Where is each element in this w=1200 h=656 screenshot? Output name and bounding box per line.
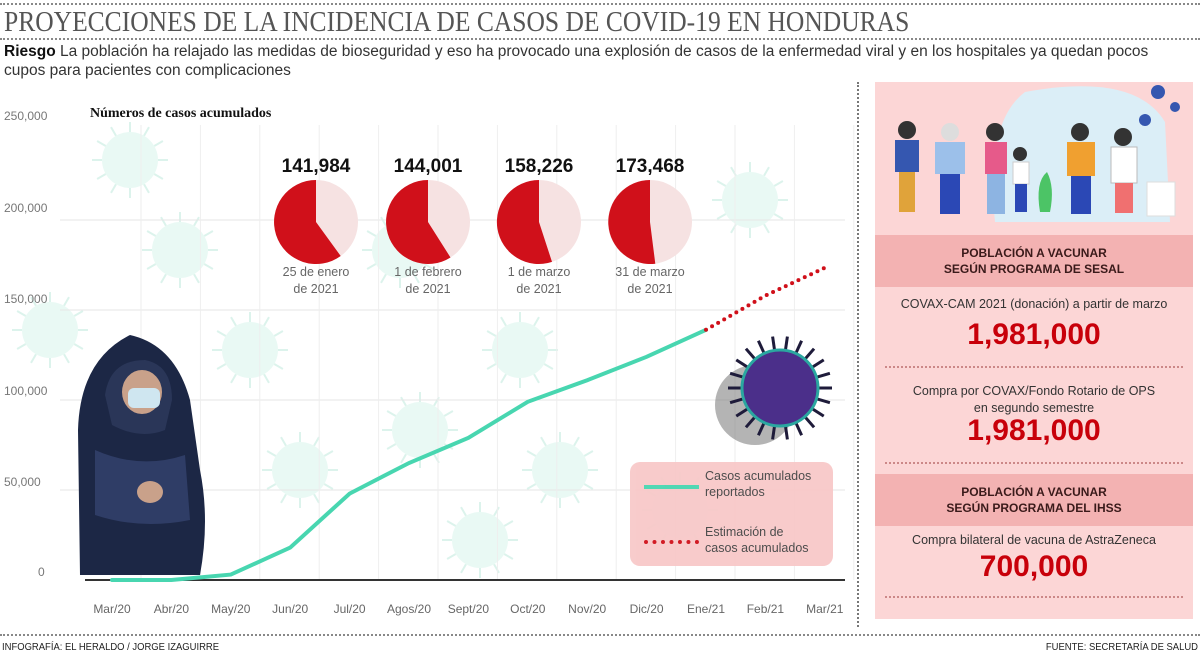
title-divider — [0, 38, 1200, 40]
covax-ops-label: Compra por COVAX/Fondo Rotario de OPS en… — [912, 384, 1156, 415]
background-virus-icon — [522, 432, 598, 508]
pie-filled-slice — [274, 180, 341, 264]
legend-swatch-reported — [644, 485, 699, 489]
background-virus-icon — [442, 502, 518, 578]
pie-marker — [608, 180, 692, 264]
covax-ops-value: 1,981,000 — [967, 414, 1101, 447]
subtitle-text: La población ha relajado las medidas de … — [4, 43, 1149, 79]
background-virus-icon — [142, 212, 218, 288]
subtitle-lead: Riesgo — [4, 43, 56, 60]
y-tick-label: 150,000 — [4, 292, 48, 306]
x-tick-label: Mar/20 — [93, 602, 131, 616]
legend-swatch-estimate — [644, 540, 699, 544]
pie-filled-slice — [386, 180, 451, 264]
pie-value-label: 141,984 — [281, 156, 351, 177]
pie-marker — [274, 180, 358, 264]
x-tick-label: Sept/20 — [447, 602, 490, 616]
background-virus-icon — [12, 292, 88, 368]
y-tick-label: 100,000 — [4, 384, 48, 398]
x-tick-label: Dic/20 — [629, 602, 664, 616]
y-tick-label: 250,000 — [4, 109, 48, 123]
vaccination-panel: POBLACIÓN A VACUNAR SEGÚN PROGRAMA DE SE… — [875, 82, 1193, 619]
series-reported-line — [110, 327, 708, 582]
covax-cam-value: 1,981,000 — [967, 318, 1101, 351]
masked-woman-illustration — [78, 335, 205, 575]
top-divider — [0, 3, 1200, 5]
ihss-program-header: POBLACIÓN A VACUNAR SEGÚN PROGRAMA DEL I… — [875, 474, 1193, 526]
x-tick-label: May/20 — [211, 602, 251, 616]
legend-label-estimate: Estimación de casos acumulados — [705, 525, 809, 555]
x-tick-label: Feb/21 — [746, 602, 785, 616]
y-tick-label: 200,000 — [4, 201, 48, 215]
astrazeneca-label: Compra bilateral de vacuna de AstraZenec… — [912, 533, 1156, 547]
pie-value-label: 158,226 — [504, 156, 574, 177]
virus-body — [740, 348, 820, 428]
panel-divider — [857, 82, 859, 627]
series-estimate-line — [704, 265, 827, 332]
sesal-program-header: POBLACIÓN A VACUNAR SEGÚN PROGRAMA DE SE… — [875, 235, 1193, 287]
pie-value-label: 144,001 — [393, 156, 463, 177]
background-virus-icon — [212, 312, 288, 388]
covax-cam-label: COVAX-CAM 2021 (donación) a partir de ma… — [900, 297, 1168, 311]
x-tick-label: Abr/20 — [153, 602, 190, 616]
panel-divider-3 — [885, 596, 1183, 598]
pie-date-label: 1 de febrero de 2021 — [394, 265, 462, 296]
footer-divider — [0, 634, 1200, 636]
pie-filled-slice — [496, 179, 552, 264]
x-tick-label: Jun/20 — [272, 602, 309, 616]
credit: INFOGRAFÍA: EL HERALDO / JORGE IZAGUIRRE — [2, 641, 220, 653]
pie-marker — [386, 180, 470, 264]
y-tick-label: 50,000 — [4, 475, 41, 489]
pie-date-label: 25 de enero de 2021 — [282, 265, 350, 296]
y-tick-label: 0 — [38, 565, 45, 579]
background-virus-icon — [712, 162, 788, 238]
subtitle: Riesgo La población ha relajado las medi… — [4, 42, 1154, 80]
pie-date-label: 31 de marzo de 2021 — [615, 265, 685, 296]
pie-date-label: 1 de marzo de 2021 — [507, 265, 571, 296]
pie-filled-slice — [608, 180, 656, 264]
chart-title: Números de casos acumulados — [90, 106, 272, 121]
coronavirus-illustration — [715, 336, 832, 445]
x-tick-label: Jul/20 — [333, 602, 366, 616]
legend-label-reported: Casos acumulados reportados — [705, 469, 812, 499]
x-tick-label: Oct/20 — [510, 602, 546, 616]
background-virus-icon — [482, 312, 558, 388]
pie-marker — [496, 179, 581, 264]
background-virus-icon — [262, 432, 338, 508]
panel-divider-1 — [885, 366, 1183, 368]
source: FUENTE: SECRETARÍA DE SALUD — [1045, 641, 1198, 653]
pie-value-label: 173,468 — [615, 156, 685, 177]
x-tick-label: Ene/21 — [686, 602, 726, 616]
x-tick-label: Nov/20 — [568, 602, 607, 616]
x-tick-label: Mar/21 — [806, 602, 844, 616]
vaccination-queue-illustration — [895, 85, 1180, 223]
panel-divider-2 — [885, 462, 1183, 464]
pie-markers — [274, 179, 692, 264]
page-title: PROYECCIONES DE LA INCIDENCIA DE CASOS D… — [4, 6, 910, 38]
chart-legend: Casos acumulados reportados Estimación d… — [630, 462, 833, 566]
background-virus-icon — [92, 122, 168, 198]
x-tick-label: Agos/20 — [386, 602, 432, 616]
astrazeneca-value: 700,000 — [979, 550, 1089, 583]
